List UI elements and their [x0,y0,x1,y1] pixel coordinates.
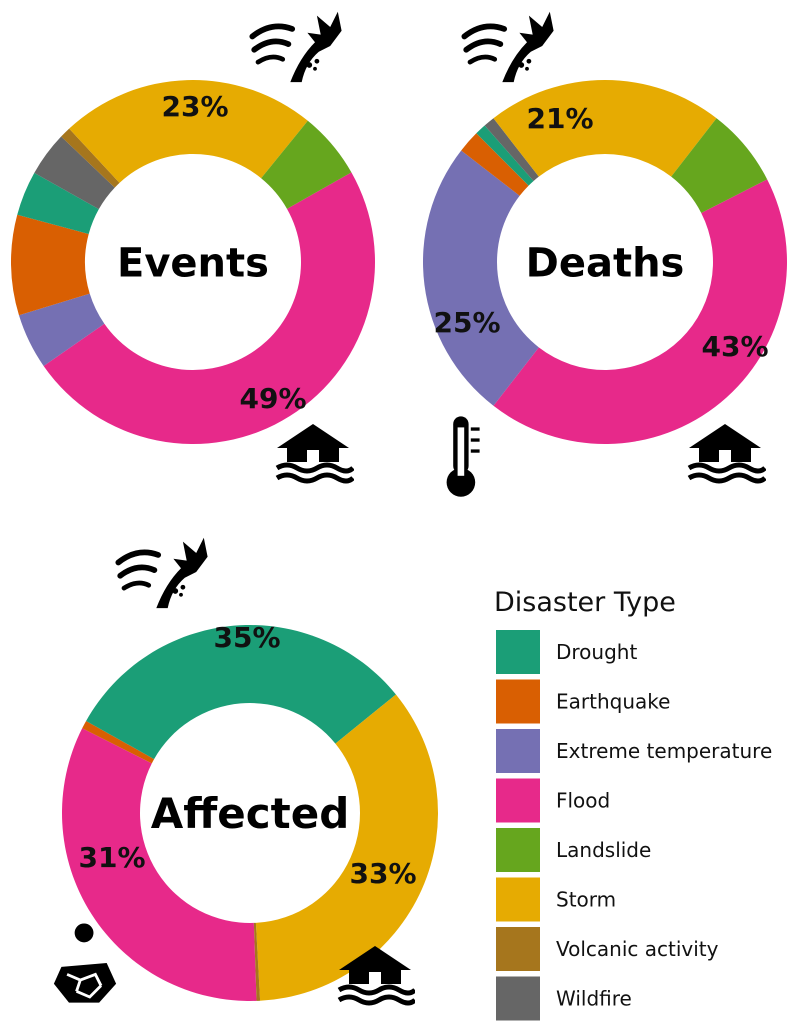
slice-wildfire [484,118,539,181]
legend-swatch-extreme-temperature [496,729,540,773]
slice-flood [62,728,257,1001]
storm-icon [252,12,341,82]
slice-drought [17,172,99,234]
slice-volcanic-activity [253,922,261,1001]
legend-swatch-drought [496,630,540,674]
data-label-storm: 21% [526,102,593,135]
slice-volcanic-activity [61,128,120,188]
donut-affected: Affected 35% 31% 33% [52,538,438,1005]
slice-storm [493,80,717,177]
slice-earthquake [82,720,155,764]
slice-earthquake [461,133,529,196]
data-label-flood: 49% [239,382,306,415]
legend-label-extreme-temperature: Extreme temperature [556,739,772,763]
slice-drought [86,625,396,760]
data-label-extreme-temperature: 25% [433,306,500,339]
storm-icon [464,12,553,82]
slice-wildfire [34,136,115,210]
legend-label-drought: Drought [556,640,637,664]
flood-icon [689,424,765,481]
legend-swatch-wildfire [496,976,540,1021]
donut-center-title: Affected [151,789,350,838]
legend-label-wildfire: Wildfire [556,987,632,1011]
legend-swatch-volcanic-activity [496,927,540,971]
donut-deaths: Deaths 21% 25% 43% [423,12,788,497]
legend-label-landslide: Landslide [556,838,651,862]
legend-swatch-flood [496,778,540,823]
storm-icon [118,538,207,608]
data-label-storm: 23% [161,90,228,123]
data-label-storm: 35% [213,621,280,654]
slice-extreme-temperature [18,293,105,366]
legend: Disaster Type Drought Earthquake Extreme t… [494,587,772,1021]
thermometer-icon [446,416,480,497]
donut-events: Events 23% 49% [11,12,375,481]
legend-swatch-storm [496,877,540,922]
slice-drought [476,125,534,186]
legend-title: Disaster Type [494,587,676,618]
slice-storm [255,694,438,1001]
slice-flood [493,179,788,445]
slice-earthquake [11,214,90,316]
slice-flood [43,172,375,444]
data-label-flood: 33% [349,857,416,890]
data-label-drought: 31% [78,841,145,874]
data-label-flood: 43% [701,330,768,363]
drought-icon [52,921,118,1005]
legend-label-earthquake: Earthquake [556,690,670,714]
legend-label-storm: Storm [556,888,616,912]
slice-landslide [261,120,352,209]
slice-storm [69,80,308,183]
donut-center-title: Events [117,240,269,286]
slice-landslide [671,118,768,213]
flood-icon [277,424,353,481]
legend-label-flood: Flood [556,789,610,813]
donut-center-title: Deaths [526,240,685,286]
legend-swatch-landslide [496,828,540,872]
legend-swatch-earthquake [496,679,540,724]
legend-label-volcanic-activity: Volcanic activity [556,937,719,961]
slice-extreme-temperature [423,150,539,406]
